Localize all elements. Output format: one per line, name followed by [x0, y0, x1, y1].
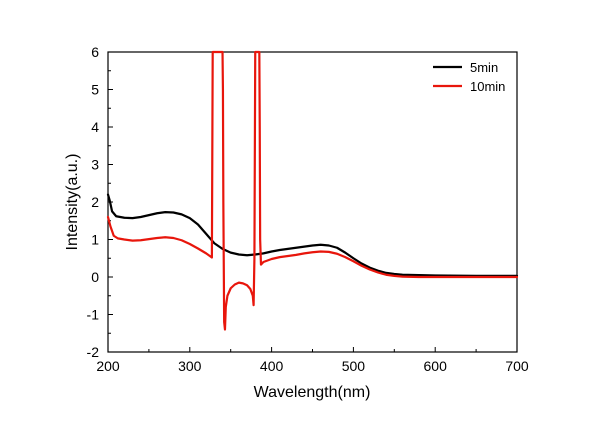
x-axis-title: Wavelength(nm) — [254, 384, 371, 401]
y-tick-label: 6 — [91, 44, 99, 60]
series-line-10min — [106, 50, 519, 331]
x-tick-label: 400 — [260, 358, 284, 374]
y-tick-label: 4 — [91, 119, 99, 135]
legend: 5min 10min — [433, 60, 505, 94]
axis-ticks: 200 300 400 500 600 700 -2 -1 0 1 2 3 4 5 6 — [87, 44, 529, 374]
y-tick-label: 3 — [91, 157, 99, 173]
series-layer — [106, 50, 519, 331]
series-line-5min — [106, 193, 519, 277]
x-tick-label: 600 — [424, 358, 448, 374]
x-tick-label: 200 — [96, 358, 120, 374]
x-tick-label: 500 — [342, 358, 366, 374]
y-axis-title: Intensity(a.u.) — [64, 154, 81, 251]
legend-label-10min: 10min — [470, 79, 505, 94]
y-tick-label: 0 — [91, 269, 99, 285]
x-tick-label: 700 — [505, 358, 529, 374]
y-tick-label: 2 — [91, 194, 99, 210]
y-tick-label: 5 — [91, 82, 99, 98]
y-tick-label: -1 — [87, 307, 100, 323]
x-tick-label: 300 — [178, 358, 202, 374]
plot-frame — [107, 51, 518, 353]
legend-label-5min: 5min — [470, 60, 498, 75]
y-tick-label: -2 — [87, 344, 100, 360]
y-tick-label: 1 — [91, 232, 99, 248]
